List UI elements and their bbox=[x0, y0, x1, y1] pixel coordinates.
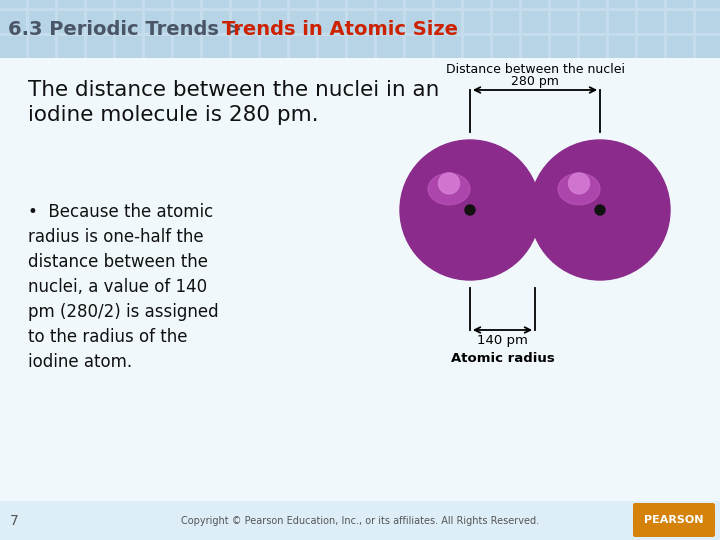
Bar bbox=[609, 0, 635, 8]
Bar bbox=[0, 0, 720, 58]
Bar bbox=[203, 11, 229, 33]
Bar bbox=[29, 11, 55, 33]
Bar bbox=[116, 36, 142, 58]
Bar bbox=[58, 0, 84, 8]
Bar bbox=[348, 11, 374, 33]
Bar bbox=[638, 11, 664, 33]
Circle shape bbox=[400, 140, 540, 280]
Bar bbox=[696, 36, 720, 58]
Bar bbox=[87, 11, 113, 33]
Bar bbox=[551, 11, 577, 33]
Bar bbox=[58, 11, 84, 33]
Bar bbox=[145, 0, 171, 8]
Text: 7: 7 bbox=[10, 514, 19, 528]
Bar bbox=[290, 36, 316, 58]
Bar bbox=[464, 36, 490, 58]
Bar bbox=[87, 0, 113, 8]
Bar bbox=[87, 36, 113, 58]
Bar bbox=[0, 501, 720, 540]
Bar bbox=[493, 36, 519, 58]
Bar bbox=[319, 36, 345, 58]
Bar bbox=[464, 0, 490, 8]
Bar bbox=[261, 11, 287, 33]
Bar bbox=[551, 0, 577, 8]
Bar bbox=[145, 11, 171, 33]
Bar bbox=[348, 36, 374, 58]
Bar bbox=[551, 36, 577, 58]
Text: PEARSON: PEARSON bbox=[644, 515, 703, 525]
Bar bbox=[377, 36, 403, 58]
Bar bbox=[638, 0, 664, 8]
Bar bbox=[232, 36, 258, 58]
Circle shape bbox=[465, 205, 475, 215]
Bar bbox=[0, 36, 26, 58]
Bar bbox=[0, 11, 26, 33]
Text: Atomic radius: Atomic radius bbox=[451, 352, 554, 365]
Bar bbox=[667, 11, 693, 33]
Bar bbox=[232, 0, 258, 8]
Bar bbox=[145, 36, 171, 58]
Bar bbox=[174, 0, 200, 8]
Bar bbox=[58, 36, 84, 58]
Bar bbox=[116, 11, 142, 33]
Bar bbox=[348, 0, 374, 8]
Bar bbox=[435, 11, 461, 33]
Bar bbox=[609, 11, 635, 33]
Text: Trends in Atomic Size: Trends in Atomic Size bbox=[222, 19, 458, 39]
Bar bbox=[116, 0, 142, 8]
Bar bbox=[203, 0, 229, 8]
Circle shape bbox=[595, 205, 605, 215]
Bar bbox=[377, 11, 403, 33]
Bar bbox=[203, 36, 229, 58]
Ellipse shape bbox=[428, 173, 470, 205]
Text: Distance between the nuclei: Distance between the nuclei bbox=[446, 63, 624, 76]
Bar bbox=[261, 36, 287, 58]
Text: The distance between the nuclei in an
iodine molecule is 280 pm.: The distance between the nuclei in an io… bbox=[28, 80, 439, 125]
Bar bbox=[522, 11, 548, 33]
Bar bbox=[406, 0, 432, 8]
Bar bbox=[696, 0, 720, 8]
Bar bbox=[29, 0, 55, 8]
Bar bbox=[232, 11, 258, 33]
Bar bbox=[377, 0, 403, 8]
Bar bbox=[0, 58, 720, 501]
Ellipse shape bbox=[558, 173, 600, 205]
Text: •  Because the atomic
radius is one-half the
distance between the
nuclei, a valu: • Because the atomic radius is one-half … bbox=[28, 204, 219, 372]
Bar bbox=[319, 11, 345, 33]
Bar bbox=[319, 0, 345, 8]
Bar bbox=[290, 11, 316, 33]
Bar bbox=[174, 36, 200, 58]
FancyBboxPatch shape bbox=[633, 503, 715, 537]
Bar bbox=[522, 0, 548, 8]
Bar bbox=[696, 11, 720, 33]
Bar bbox=[261, 0, 287, 8]
Text: Copyright © Pearson Education, Inc., or its affiliates. All Rights Reserved.: Copyright © Pearson Education, Inc., or … bbox=[181, 516, 539, 525]
Bar bbox=[290, 0, 316, 8]
Bar bbox=[406, 36, 432, 58]
Bar bbox=[580, 36, 606, 58]
Bar bbox=[0, 0, 26, 8]
Bar bbox=[493, 0, 519, 8]
Bar bbox=[580, 0, 606, 8]
Bar bbox=[609, 36, 635, 58]
Bar bbox=[29, 36, 55, 58]
Text: 6.3 Periodic Trends >: 6.3 Periodic Trends > bbox=[8, 19, 242, 39]
Bar bbox=[464, 11, 490, 33]
Bar bbox=[667, 36, 693, 58]
Circle shape bbox=[530, 140, 670, 280]
Bar bbox=[667, 0, 693, 8]
Bar bbox=[522, 36, 548, 58]
Text: 280 pm: 280 pm bbox=[511, 75, 559, 88]
Circle shape bbox=[569, 173, 590, 194]
Bar bbox=[174, 11, 200, 33]
Circle shape bbox=[438, 173, 459, 194]
Bar bbox=[580, 11, 606, 33]
Bar bbox=[406, 11, 432, 33]
Bar bbox=[638, 36, 664, 58]
Bar bbox=[493, 11, 519, 33]
Bar bbox=[435, 0, 461, 8]
Bar bbox=[435, 36, 461, 58]
Text: 140 pm: 140 pm bbox=[477, 334, 528, 347]
